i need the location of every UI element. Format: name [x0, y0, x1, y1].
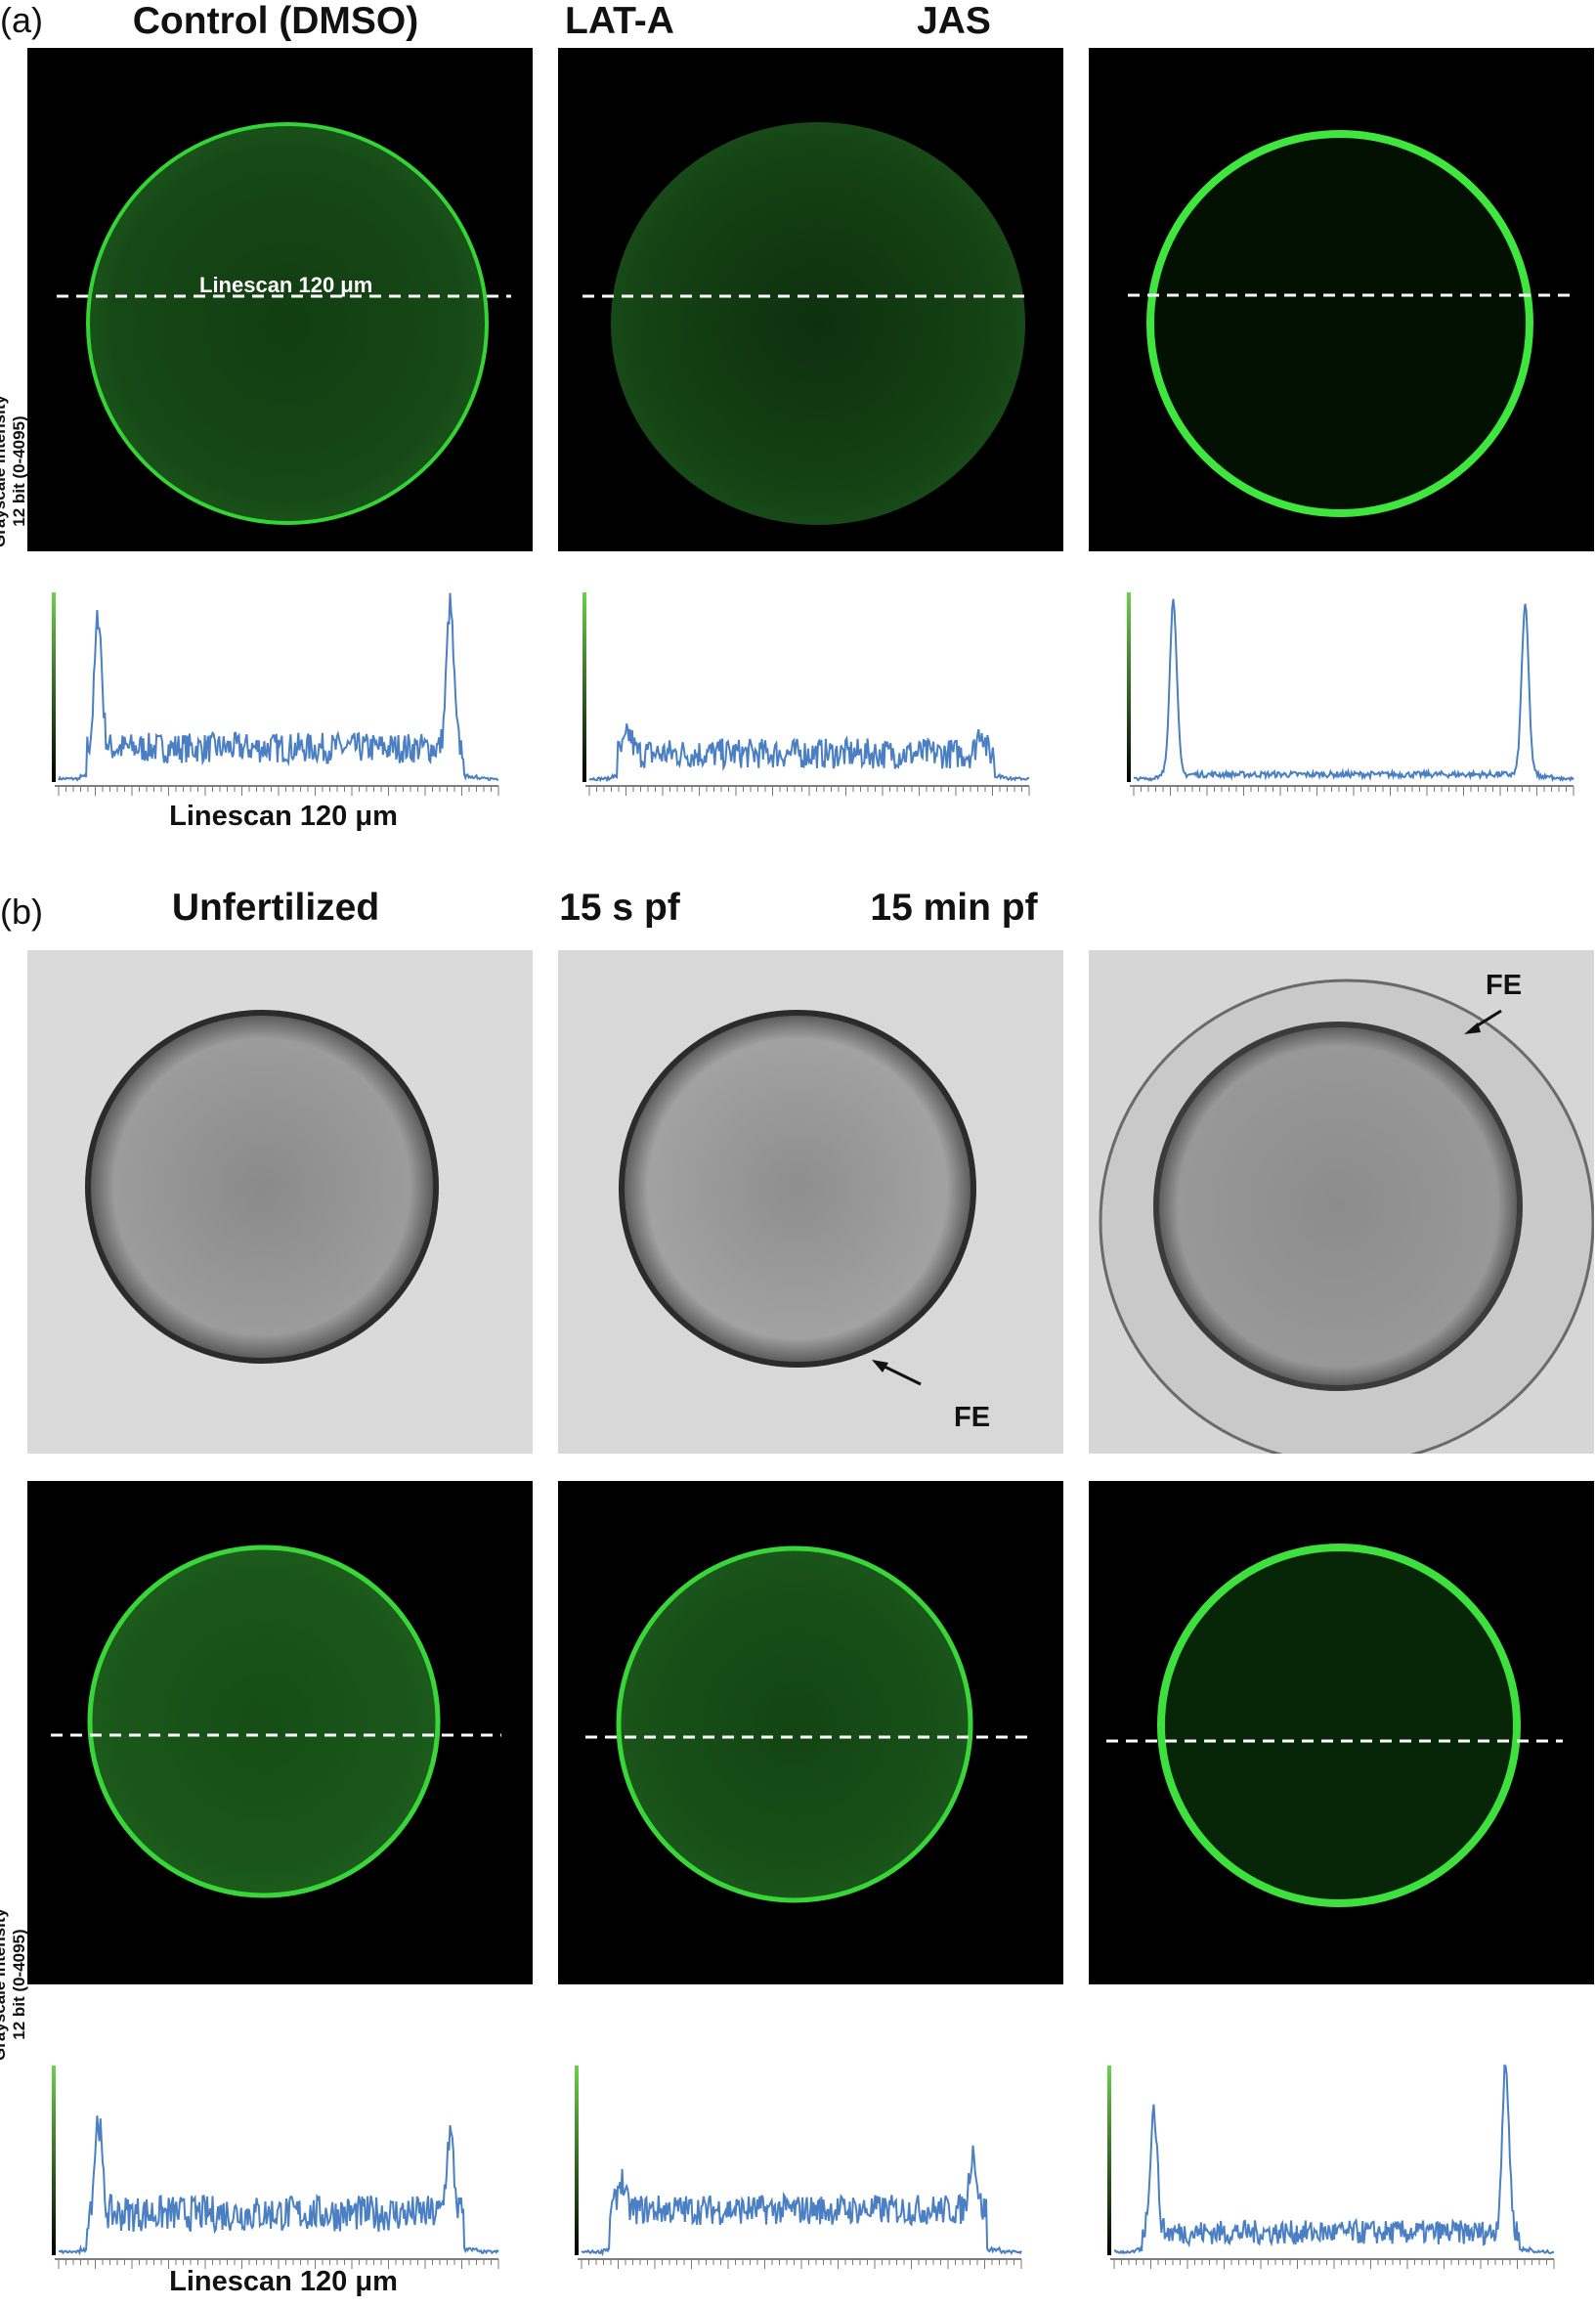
column-title-lat-a: LAT-A: [565, 0, 674, 42]
micrograph-15s-pf: [558, 1481, 1063, 1984]
column-title-15min-pf: 15 min pf: [870, 887, 1038, 929]
intensity-trace: [1113, 2064, 1555, 2255]
intensity-scale-bar: [575, 2066, 579, 2255]
intensity-trace: [58, 592, 499, 782]
brightfield-15s-pf: FE: [558, 950, 1063, 1454]
micrograph-unfertilized: [27, 1481, 533, 1984]
line-profile-jas: [1124, 587, 1583, 797]
intensity-scale-bar: [52, 2066, 56, 2255]
x-axis-label-a: Linescan 120 μm: [169, 801, 398, 832]
panel-label-a: (a): [0, 0, 43, 40]
line-profile-unfertilized: [49, 2060, 508, 2270]
intensity-scale-bar: [1107, 2066, 1111, 2255]
panel-label-b: (b): [0, 892, 43, 932]
micrograph-jas: [1089, 48, 1594, 551]
column-title-unfertilized: Unfertilized: [171, 887, 380, 929]
intensity-scale-bar: [1127, 592, 1131, 782]
brightfield-unfertilized: [27, 950, 533, 1454]
y-axis-label-b: Grayscale intensity 12 bit (0-4095): [0, 1908, 28, 2061]
y-axis-label-a: Grayscale intensity 12 bit (0-4095): [0, 395, 28, 547]
micrograph-lat-a: [558, 48, 1063, 551]
intensity-trace: [588, 723, 1030, 783]
column-title-15s-pf: 15 s pf: [559, 887, 680, 929]
x-axis-label-b: Linescan 120 μm: [169, 2266, 398, 2297]
micrograph-15min-pf: [1089, 1481, 1594, 1984]
brightfield-15min-pf: FE: [1089, 950, 1594, 1454]
line-profile-15s-pf: [572, 2060, 1031, 2270]
column-title-jas: JAS: [917, 0, 991, 42]
fe-label-15min: FE: [1486, 970, 1523, 1001]
line-profile-15min-pf: [1104, 2060, 1564, 2270]
column-title-control: Control (DMSO): [132, 0, 419, 42]
intensity-scale-bar: [52, 592, 56, 782]
intensity-trace: [58, 2115, 499, 2256]
intensity-trace: [1133, 598, 1574, 783]
micrograph-control: Linescan 120 μm: [27, 48, 533, 551]
line-profile-lat-a: [580, 587, 1039, 797]
intensity-scale-bar: [582, 592, 586, 782]
fe-label-15s: FE: [954, 1402, 991, 1433]
intensity-trace: [581, 2145, 1022, 2257]
line-profile-control: [49, 587, 508, 797]
linescan-note: Linescan 120 μm: [199, 273, 373, 297]
